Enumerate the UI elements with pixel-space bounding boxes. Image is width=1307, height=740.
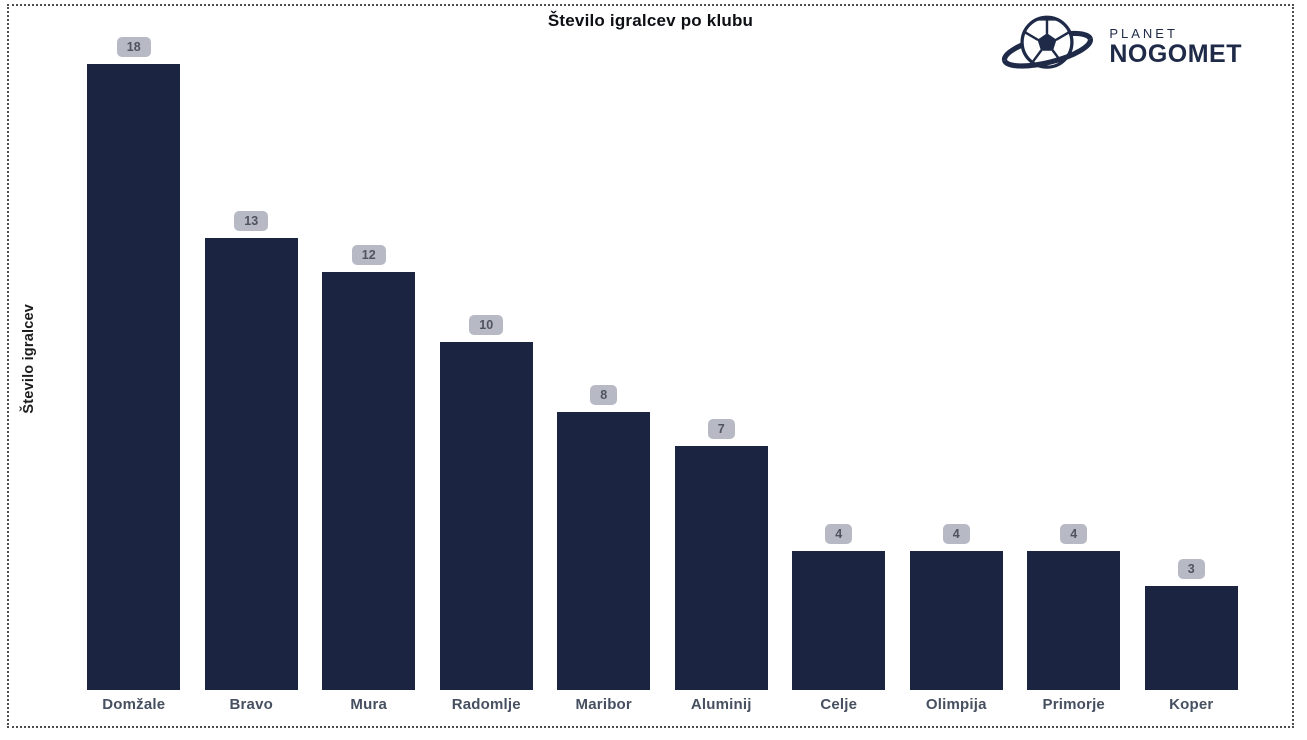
bar-value-badge: 8 <box>590 385 618 405</box>
bar-value-badge: 4 <box>825 524 853 544</box>
logo-text: PLANET NOGOMET <box>1109 26 1242 67</box>
logo-text-planet: PLANET <box>1109 25 1178 41</box>
bar <box>322 272 416 690</box>
logo-text-nogomet: NOGOMET <box>1109 39 1242 68</box>
bar-value-badge: 12 <box>351 245 386 265</box>
x-axis-category-label: Primorje <box>1042 696 1105 713</box>
bar-column: 8 Maribor <box>545 34 663 717</box>
bar-column: 4 Primorje <box>1015 34 1133 717</box>
planet-nogomet-logo: PLANET NOGOMET <box>1000 14 1242 78</box>
bar <box>557 412 651 690</box>
x-axis-category-label: Maribor <box>575 696 632 713</box>
bar-column: 4 Celje <box>780 34 898 717</box>
bar-column: 10 Radomlje <box>428 34 546 717</box>
x-axis-category-label: Celje <box>820 696 858 713</box>
bar <box>1027 551 1121 690</box>
bar <box>439 342 533 690</box>
bar <box>909 551 1003 690</box>
bar-value-badge: 10 <box>469 315 504 335</box>
bar-column: 13 Bravo <box>193 34 311 717</box>
bar-column: 18 Domžale <box>75 34 193 717</box>
soccer-ball-planet-icon <box>1002 15 1094 69</box>
y-axis-label: Število igralcev <box>21 304 37 414</box>
bar <box>1144 586 1238 690</box>
chart-frame: Število igralcev po klubu <box>7 4 1294 728</box>
x-axis-category-label: Domžale <box>102 696 166 713</box>
bar-column: 4 Olimpija <box>898 34 1016 717</box>
bar-column: 12 Mura <box>310 34 428 717</box>
bar <box>674 446 768 690</box>
x-axis-category-label: Olimpija <box>925 696 987 713</box>
bar-value-badge: 7 <box>707 419 735 439</box>
bar <box>204 238 298 690</box>
chart-title: Število igralcev po klubu <box>547 11 754 30</box>
x-axis-category-label: Koper <box>1169 696 1214 713</box>
bar <box>792 551 886 690</box>
x-axis-category-label: Bravo <box>229 696 274 713</box>
x-axis-category-label: Mura <box>350 696 388 713</box>
bar-value-badge: 3 <box>1177 559 1205 579</box>
x-axis-category-label: Radomlje <box>451 696 521 713</box>
bar-chart-plot-area: 18 Domžale 13 Bravo 12 Mura 10 Radomlje 8 Maribor… <box>75 34 1250 717</box>
bar-value-badge: 18 <box>116 37 151 57</box>
bar-column: 3 Koper <box>1133 34 1251 717</box>
x-axis-category-label: Aluminij <box>690 696 752 713</box>
bar-value-badge: 13 <box>234 211 269 231</box>
bar-value-badge: 4 <box>1060 524 1088 544</box>
bar-column: 7 Aluminij <box>663 34 781 717</box>
bar <box>87 64 181 690</box>
bar-value-badge: 4 <box>942 524 970 544</box>
